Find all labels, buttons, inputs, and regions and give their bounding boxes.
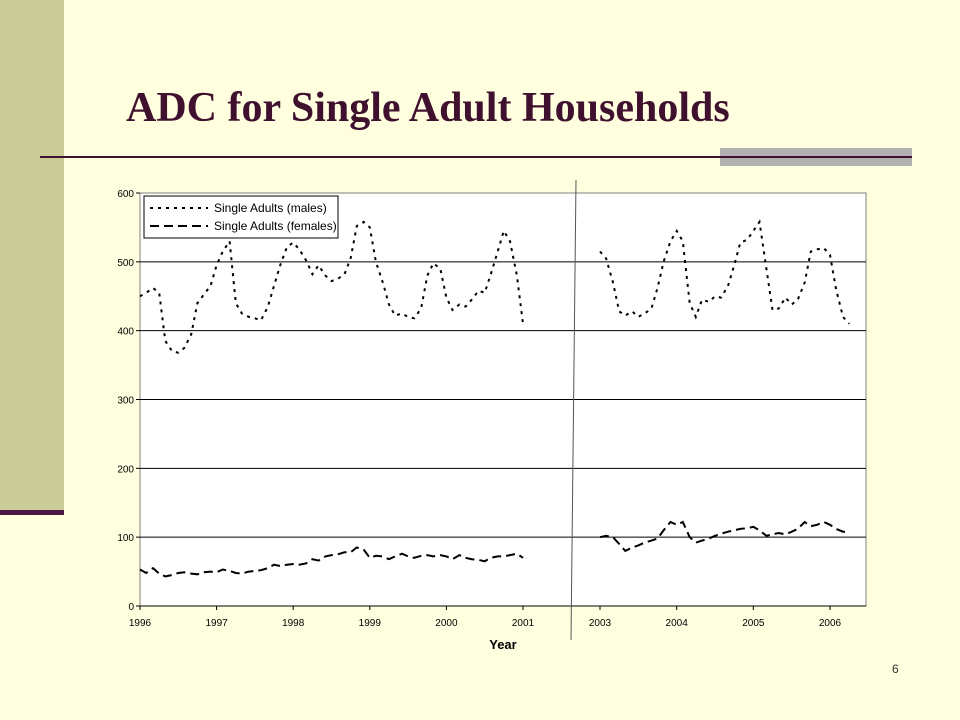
series-line-males-segment-1 bbox=[139, 220, 524, 354]
gridlines bbox=[140, 261, 866, 538]
y-tick-label: 500 bbox=[117, 258, 134, 269]
break-divider-line bbox=[570, 179, 577, 641]
x-tick-label: 1996 bbox=[129, 618, 152, 629]
y-tick-label: 300 bbox=[117, 396, 134, 407]
x-tick-label: 2001 bbox=[512, 618, 535, 629]
x-tick-label: 2000 bbox=[435, 618, 458, 629]
y-axis-ticks: 0 100 200 300 400 500 600 bbox=[117, 189, 140, 613]
x-tick-label: 2005 bbox=[742, 618, 765, 629]
series-line-females-segment-1 bbox=[139, 546, 524, 578]
series-lines bbox=[139, 219, 850, 578]
x-tick-label: 2006 bbox=[819, 618, 842, 629]
y-tick-label: 600 bbox=[117, 189, 134, 200]
x-tick-label: 2003 bbox=[589, 618, 612, 629]
legend: Single Adults (males) Single Adults (fem… bbox=[143, 195, 339, 239]
series-line-males-segment-2 bbox=[599, 219, 850, 325]
y-tick-label: 200 bbox=[117, 464, 134, 475]
x-axis-ticks: 1996 1997 1998 1999 2000 2001 2003 2004 2005 2006 bbox=[129, 605, 866, 629]
y-tick-label: 0 bbox=[128, 602, 134, 613]
title-rule bbox=[40, 156, 912, 158]
x-tick-label: 1998 bbox=[282, 618, 305, 629]
legend-label-males: Single Adults (males) bbox=[214, 201, 327, 215]
legend-box bbox=[143, 195, 339, 239]
x-tick-label: 1999 bbox=[359, 618, 382, 629]
y-tick-label: 400 bbox=[117, 327, 134, 338]
slide-title: ADC for Single Adult Households bbox=[126, 85, 730, 131]
legend-label-females: Single Adults (females) bbox=[214, 219, 337, 233]
x-tick-label: 2004 bbox=[666, 618, 689, 629]
sidebar-accent-cap bbox=[0, 510, 64, 515]
y-tick-label: 100 bbox=[117, 533, 134, 544]
x-tick-label: 1997 bbox=[205, 618, 228, 629]
x-axis-label: Year bbox=[489, 637, 516, 652]
sidebar-accent-bar bbox=[0, 0, 64, 512]
series-line-females-segment-2 bbox=[599, 520, 850, 553]
page-number: 6 bbox=[892, 662, 899, 676]
